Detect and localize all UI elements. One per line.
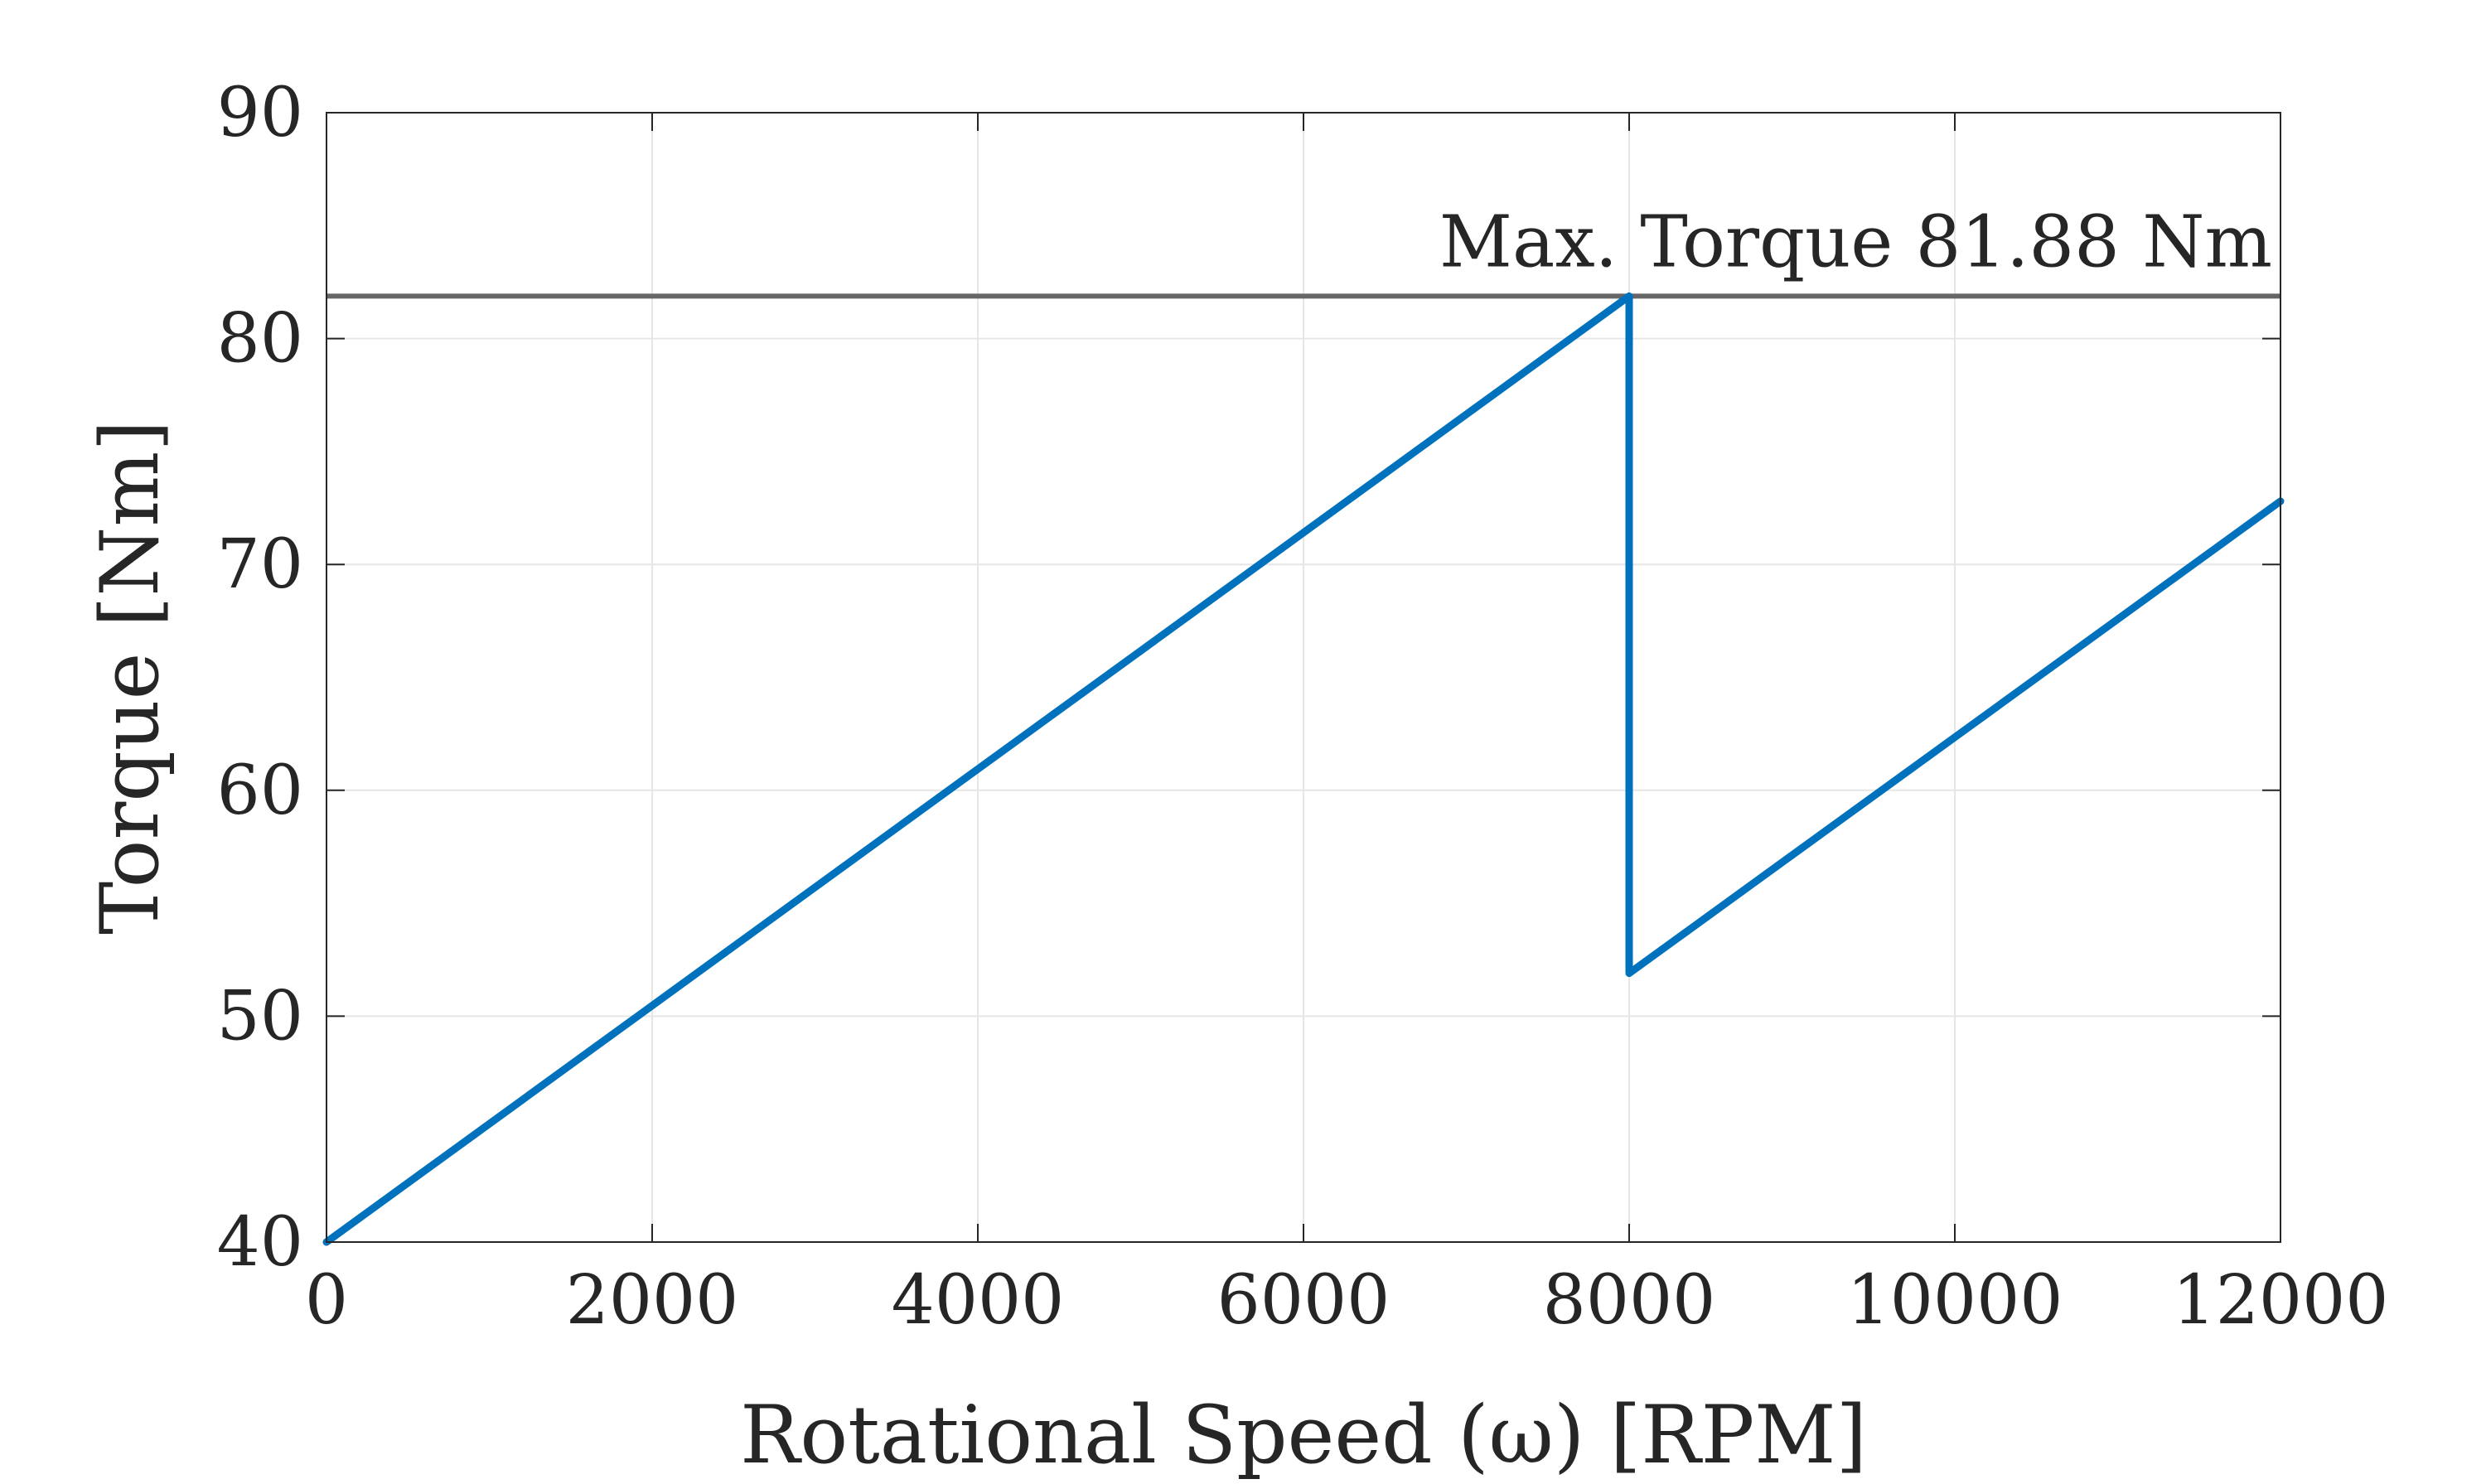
x-tick-label: 0 bbox=[305, 1261, 348, 1340]
x-tick-label: 10000 bbox=[1847, 1261, 2063, 1340]
y-tick-label: 90 bbox=[217, 74, 303, 152]
x-tick-label: 2000 bbox=[566, 1261, 739, 1340]
grid-lines bbox=[326, 113, 2280, 1242]
y-tick-label: 40 bbox=[217, 1203, 303, 1282]
y-tick-label: 80 bbox=[217, 300, 303, 379]
x-tick-label: 6000 bbox=[1217, 1261, 1391, 1340]
y-tick-label: 60 bbox=[217, 752, 303, 830]
y-axis-title: Torque [Nm] bbox=[84, 420, 177, 935]
x-tick-label: 4000 bbox=[892, 1261, 1065, 1340]
axis-ticks bbox=[326, 112, 2281, 1243]
torque-series-line bbox=[322, 292, 2285, 1246]
annotations: Max. Torque 81.88 Nm bbox=[1439, 201, 2272, 283]
y-tick-label: 50 bbox=[217, 977, 303, 1056]
data-series bbox=[322, 292, 2285, 1246]
x-tick-label: 12000 bbox=[2173, 1261, 2389, 1340]
max-torque-annotation: Max. Torque 81.88 Nm bbox=[1439, 201, 2272, 283]
x-tick-label: 8000 bbox=[1543, 1261, 1716, 1340]
y-tick-label: 70 bbox=[217, 525, 303, 604]
x-axis-title: Rotational Speed (ω) [RPM] bbox=[740, 1389, 1867, 1482]
tick-labels: 0 2000 4000 6000 8000 10000 12000 40 50 60 70 80 90 bbox=[217, 74, 2389, 1340]
